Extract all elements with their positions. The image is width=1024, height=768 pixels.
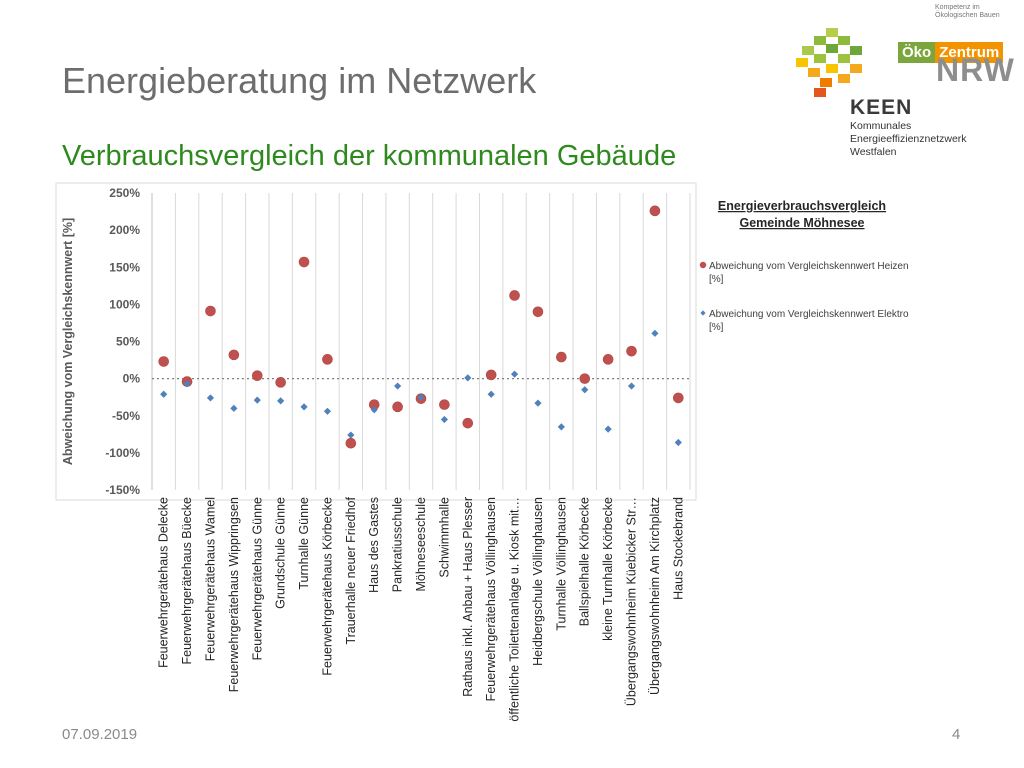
elektro-point bbox=[651, 329, 659, 337]
elektro-point bbox=[183, 380, 191, 388]
heizen-point bbox=[509, 290, 520, 301]
elektro-point bbox=[581, 386, 589, 394]
elektro-point bbox=[417, 393, 425, 401]
x-category-label: Möhneseeschule bbox=[414, 497, 428, 592]
keen-logo-text: KEEN bbox=[850, 96, 913, 119]
y-tick-label: 100% bbox=[109, 297, 140, 311]
elektro-point bbox=[253, 396, 261, 404]
elektro-point bbox=[370, 406, 378, 414]
heizen-point bbox=[532, 306, 544, 318]
elektro-point bbox=[347, 431, 355, 439]
keen-subtitle: Kommunales Energieeffizienznetzwerk West… bbox=[850, 120, 967, 158]
legend-heizen-label: Abweichung vom Vergleichskennwert Heizen bbox=[709, 261, 909, 272]
kompetenz-label: Kompetenz im Ökologischen Bauen bbox=[935, 4, 1000, 19]
slide-subtitle: Verbrauchsvergleich der kommunalen Gebäu… bbox=[62, 140, 677, 172]
elektro-point bbox=[300, 403, 308, 411]
oekozentrum-logo: Öko Zentrum bbox=[898, 42, 1024, 64]
heizen-point bbox=[556, 351, 567, 363]
heizen-point bbox=[392, 401, 403, 413]
x-category-label: Ballspielhalle Körbecke bbox=[578, 497, 592, 626]
elektro-point bbox=[510, 370, 519, 378]
heizen-point bbox=[485, 369, 497, 381]
footer-date: 07.09.2019 bbox=[62, 726, 138, 743]
y-tick-label: -150% bbox=[105, 483, 140, 497]
heizen-point bbox=[251, 370, 263, 381]
heizen-point bbox=[228, 349, 240, 361]
y-axis-title: Abweichung vom Vergleichskennwert [%] bbox=[61, 218, 75, 465]
chart-frame bbox=[55, 182, 697, 501]
chart-title-line1: Energieverbrauchsvergleich bbox=[718, 199, 886, 213]
nrw-logo-text: NRW bbox=[936, 52, 1015, 88]
heizen-point bbox=[462, 417, 474, 429]
heizen-point bbox=[673, 392, 684, 404]
x-category-label: Feuerwehrgerätehaus Wippringsen bbox=[227, 497, 241, 692]
slide-title: Energieberatung im Netzwerk bbox=[62, 60, 537, 101]
y-tick-label: -50% bbox=[112, 409, 140, 423]
x-category-label: Feuerwehrgerätehaus Günne bbox=[250, 497, 264, 660]
y-tick-label: 150% bbox=[109, 260, 140, 274]
elektro-point bbox=[627, 382, 636, 390]
elektro-point bbox=[464, 374, 472, 382]
elektro-point bbox=[230, 404, 238, 412]
heizen-point bbox=[322, 354, 333, 365]
elektro-point bbox=[323, 407, 332, 415]
x-category-label: Turnhalle Günne bbox=[297, 497, 311, 590]
x-category-label: Feuerwehrgerätehaus Völlinghausen bbox=[484, 497, 498, 701]
heizen-point bbox=[602, 354, 614, 365]
x-category-label: Feuerwehrgerätehaus Körbecke bbox=[320, 497, 334, 676]
elektro-point bbox=[487, 390, 495, 398]
heizen-point bbox=[579, 373, 591, 384]
legend-heizen-marker bbox=[699, 261, 707, 269]
x-category-label: Feuerwehrgerätehaus Büecke bbox=[180, 497, 194, 665]
heizen-point bbox=[158, 356, 169, 367]
elektro-point bbox=[394, 382, 402, 390]
legend-heizen-unit: [%] bbox=[709, 274, 724, 285]
heizen-point bbox=[439, 399, 450, 410]
y-tick-label: 0% bbox=[123, 372, 141, 386]
elektro-point bbox=[557, 423, 565, 431]
heizen-point bbox=[649, 205, 661, 217]
elektro-point bbox=[604, 425, 612, 433]
x-category-label: Feuerwehrgerätehaus Wamel bbox=[203, 497, 217, 661]
y-tick-label: -100% bbox=[105, 446, 140, 460]
x-category-label: Heidbergschule Völlinghausen bbox=[531, 497, 545, 666]
chart-title-line2: Gemeinde Möhnesee bbox=[739, 216, 864, 230]
heizen-point bbox=[345, 437, 357, 449]
x-category-label: Rathaus inkl. Anbau + Haus Plesser bbox=[461, 497, 475, 697]
x-category-label: Grundschule Günne bbox=[274, 497, 288, 609]
y-tick-label: 250% bbox=[109, 186, 140, 200]
x-category-label: Übergangswohnheim Am Kirchplatz bbox=[648, 497, 662, 695]
x-category-label: Haus des Gastes bbox=[367, 497, 381, 593]
elektro-point bbox=[277, 397, 285, 405]
page-number: 4 bbox=[952, 726, 961, 743]
logo-area: Kompetenz im Ökologischen Bauen Öko Zentr… bbox=[790, 0, 1024, 170]
x-category-label: öffentliche Toilettenanlage u. Kiosk mit… bbox=[508, 497, 522, 722]
heizen-point bbox=[298, 256, 310, 268]
x-category-label: Feuerwehrgerätehaus Delecke bbox=[157, 497, 171, 668]
legend-elektro-unit: [%] bbox=[709, 322, 724, 333]
x-category-label: Haus Stockebrand bbox=[671, 497, 685, 600]
elektro-point bbox=[206, 394, 215, 402]
y-tick-label: 200% bbox=[109, 223, 140, 237]
legend-elektro-label: Abweichung vom Vergleichskennwert Elektr… bbox=[709, 309, 909, 320]
elektro-point bbox=[440, 415, 448, 424]
elektro-point bbox=[160, 390, 168, 398]
y-tick-label: 50% bbox=[116, 335, 140, 349]
x-category-label: Schwimmhalle bbox=[437, 497, 451, 578]
heizen-point bbox=[205, 305, 216, 317]
x-category-label: Turnhalle Völlinghausen bbox=[554, 497, 568, 631]
legend-elektro-marker bbox=[700, 310, 706, 316]
keen-house-logo-icon bbox=[796, 28, 862, 97]
heizen-point bbox=[626, 345, 637, 357]
x-category-label: Übergangswohnheim Küebicker Str… bbox=[625, 497, 639, 706]
x-category-label: Pankratiusschule bbox=[391, 497, 405, 592]
x-category-label: kleine Turnhalle Körbecke bbox=[601, 497, 615, 641]
elektro-point bbox=[534, 399, 542, 407]
heizen-point bbox=[275, 377, 286, 388]
x-category-label: Trauerhalle neuer Friedhof bbox=[344, 496, 358, 644]
elektro-point bbox=[674, 438, 682, 447]
